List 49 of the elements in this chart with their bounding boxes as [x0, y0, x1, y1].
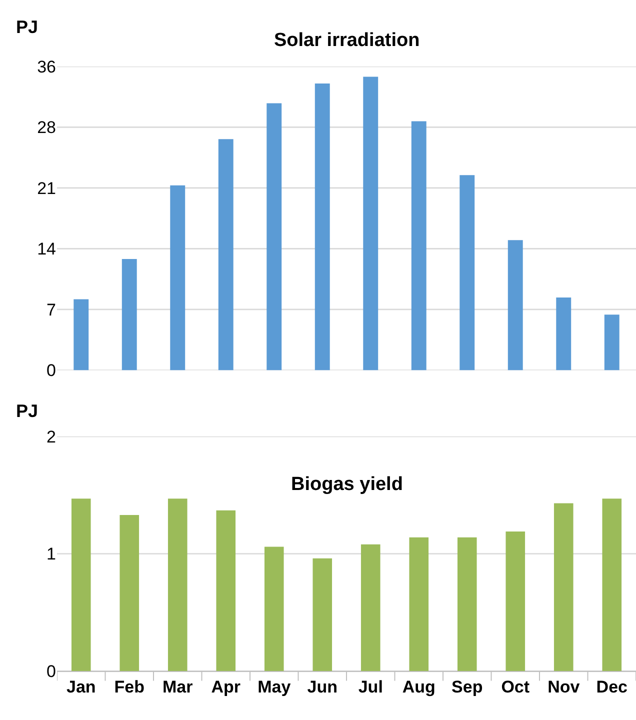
bar: [312, 558, 332, 672]
bar: [460, 175, 475, 370]
x-tick-label: Jun: [307, 677, 338, 696]
x-tick-label: Apr: [211, 677, 241, 696]
x-tick-label: Oct: [501, 677, 530, 696]
chart-title: Solar irradiation: [274, 30, 420, 51]
bar: [363, 76, 378, 370]
x-tick-label: Sep: [452, 677, 483, 696]
bar: [604, 314, 620, 370]
bar: [506, 531, 526, 672]
x-tick-label: Dec: [596, 677, 628, 696]
x-tick-label: May: [258, 677, 292, 696]
bar: [216, 510, 236, 672]
y-tick-label: 0: [46, 361, 56, 380]
bar: [168, 498, 188, 672]
y-tick-label: 7: [46, 300, 56, 320]
bar: [457, 537, 477, 672]
y-tick-label: 2: [46, 427, 56, 446]
y-axis-title: PJ: [16, 17, 38, 37]
bar: [411, 121, 426, 370]
bar: [602, 498, 622, 672]
bar: [218, 139, 234, 370]
x-tick-label: Aug: [402, 677, 436, 696]
bar: [71, 498, 91, 672]
bar: [266, 103, 282, 370]
bar: [554, 503, 574, 672]
x-tick-label: Mar: [162, 677, 194, 696]
x-tick-label: Feb: [114, 677, 144, 696]
bar: [122, 258, 137, 370]
y-tick-label: 1: [46, 544, 56, 564]
bar: [556, 297, 572, 370]
bar: [170, 185, 186, 370]
y-tick-label: 0: [46, 662, 56, 682]
bar: [120, 515, 140, 672]
y-axis-title: PJ: [16, 401, 38, 421]
bar: [314, 84, 330, 370]
y-tick-label: 28: [37, 118, 56, 138]
bar: [74, 299, 89, 370]
y-tick-label: 14: [37, 240, 56, 259]
text: Biogas yield: [291, 474, 403, 495]
y-tick-label: 21: [37, 178, 56, 198]
bar: [409, 537, 429, 672]
bar: [360, 544, 380, 672]
x-tick-label: Jul: [358, 677, 383, 696]
x-tick-label: Jan: [66, 677, 96, 696]
y-tick-label: 36: [37, 57, 56, 76]
bar: [264, 546, 284, 672]
x-tick-label: Nov: [548, 677, 580, 696]
bar: [508, 240, 523, 370]
